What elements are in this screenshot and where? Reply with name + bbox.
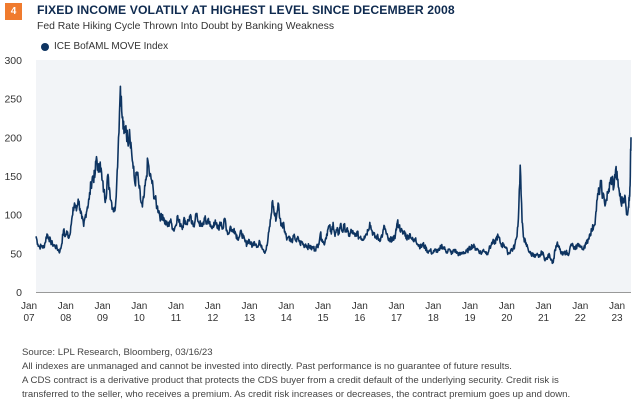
- x-tick-label: 09: [97, 313, 109, 324]
- y-tick-label: 50: [10, 248, 22, 260]
- x-tick-label: Jan: [315, 301, 331, 312]
- x-tick-label: 16: [354, 313, 366, 324]
- x-tick-label: 18: [428, 313, 440, 324]
- source-note: Source: LPL Research, Bloomberg, 03/16/2…: [22, 347, 213, 358]
- x-tick-label: Jan: [21, 301, 37, 312]
- x-tick-label: 20: [501, 313, 513, 324]
- chart-title: FIXED INCOME VOLATILY AT HIGHEST LEVEL S…: [37, 3, 455, 17]
- x-tick-label: Jan: [388, 301, 404, 312]
- legend-label: ICE BofAML MOVE Index: [54, 41, 169, 52]
- series-line-move-index: [35, 85, 632, 265]
- cds-note-line2: transferred to the seller, who receives …: [22, 389, 571, 400]
- x-tick-label: 07: [23, 313, 35, 324]
- x-tick-label: 11: [171, 313, 182, 324]
- y-axis: 0 50 100 150 200 250 300: [4, 55, 22, 299]
- cds-note-line1: A CDS contract is a derivative product t…: [22, 375, 559, 386]
- x-tick-label: Jan: [131, 301, 147, 312]
- x-tick-label: Jan: [58, 301, 74, 312]
- x-tick-label: Jan: [572, 301, 588, 312]
- x-tick-label: Jan: [352, 301, 368, 312]
- x-tick-label: 14: [281, 313, 293, 324]
- x-tick-label: 22: [575, 313, 587, 324]
- x-tick-label: 17: [391, 313, 403, 324]
- x-tick-label: 21: [538, 313, 550, 324]
- x-tick-label: Jan: [462, 301, 478, 312]
- disclaimer-note: All indexes are unmanaged and cannot be …: [22, 361, 512, 372]
- legend: ICE BofAML MOVE Index: [41, 41, 168, 52]
- y-tick-label: 100: [4, 210, 22, 222]
- y-tick-label: 150: [4, 171, 22, 183]
- plot-area: [36, 60, 631, 292]
- chart-subtitle: Fed Rate Hiking Cycle Thrown Into Doubt …: [37, 21, 335, 32]
- y-tick-label: 300: [4, 55, 22, 67]
- x-tick-label: Jan: [205, 301, 221, 312]
- x-tick-label: Jan: [278, 301, 294, 312]
- legend-marker-icon: [41, 42, 49, 51]
- chart-number-badge: 4: [5, 3, 22, 20]
- x-tick-label: 15: [317, 313, 329, 324]
- footnotes: Source: LPL Research, Bloomberg, 03/16/2…: [22, 346, 632, 402]
- x-tick-label: 10: [134, 313, 146, 324]
- x-tick-label: 08: [60, 313, 72, 324]
- x-tick-label: Jan: [425, 301, 441, 312]
- x-tick-label: Jan: [168, 301, 184, 312]
- x-tick-label: 19: [464, 313, 476, 324]
- x-tick-label: Jan: [609, 301, 625, 312]
- x-tick-label: Jan: [241, 301, 257, 312]
- y-tick-label: 0: [16, 287, 22, 299]
- x-tick-label: 23: [611, 313, 623, 324]
- x-tick-label: 12: [207, 313, 219, 324]
- y-tick-label: 250: [4, 94, 22, 106]
- x-axis: Jan07Jan08Jan09Jan10Jan11Jan12Jan13Jan14…: [21, 301, 625, 324]
- x-tick-label: Jan: [94, 301, 110, 312]
- x-tick-label: Jan: [499, 301, 515, 312]
- x-tick-label: Jan: [535, 301, 551, 312]
- x-tick-label: 13: [244, 313, 256, 324]
- y-tick-label: 200: [4, 132, 22, 144]
